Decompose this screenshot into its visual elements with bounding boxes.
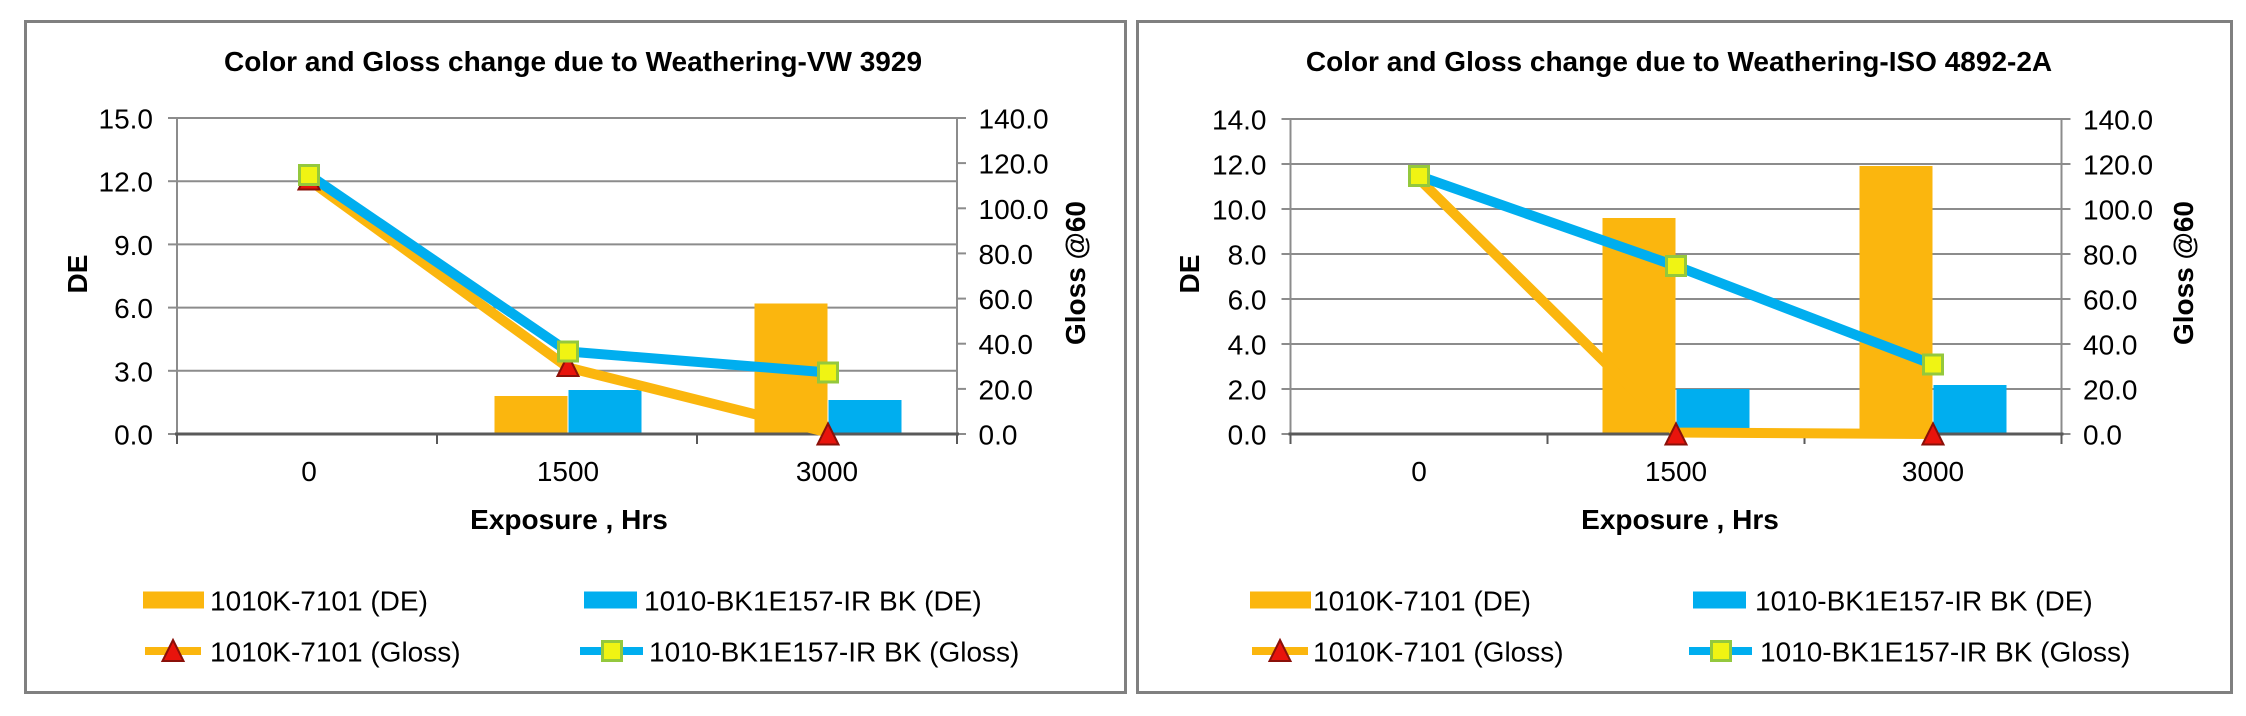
svg-text:80.0: 80.0	[979, 239, 1034, 270]
svg-text:60.0: 60.0	[2083, 285, 2138, 316]
svg-text:Color and Gloss change due to: Color and Gloss change due to Weathering…	[1306, 46, 2052, 77]
svg-text:3000: 3000	[1902, 456, 1964, 487]
svg-text:12.0: 12.0	[99, 167, 154, 198]
svg-text:1500: 1500	[537, 456, 599, 487]
svg-text:1010K-7101 (DE): 1010K-7101 (DE)	[1313, 586, 1531, 617]
svg-text:Gloss @60: Gloss @60	[1060, 201, 1091, 345]
svg-text:140.0: 140.0	[979, 104, 1049, 135]
svg-text:1010K-7101 (Gloss): 1010K-7101 (Gloss)	[210, 637, 461, 668]
svg-text:100.0: 100.0	[979, 194, 1049, 225]
svg-text:120.0: 120.0	[2083, 150, 2153, 181]
svg-text:1010K-7101 (Gloss): 1010K-7101 (Gloss)	[1313, 637, 1564, 668]
svg-text:Color and Gloss change due to: Color and Gloss change due to Weathering…	[224, 46, 922, 77]
svg-text:Exposure , Hrs: Exposure , Hrs	[1581, 504, 1779, 535]
svg-text:0.0: 0.0	[979, 420, 1018, 451]
svg-text:DE: DE	[62, 255, 93, 294]
svg-text:60.0: 60.0	[979, 284, 1034, 315]
svg-text:6.0: 6.0	[114, 293, 153, 324]
svg-text:1010-BK1E157-IR BK (DE): 1010-BK1E157-IR BK (DE)	[1755, 586, 2093, 617]
svg-text:0: 0	[301, 456, 317, 487]
svg-text:12.0: 12.0	[1212, 150, 1267, 181]
svg-text:15.0: 15.0	[99, 104, 154, 135]
svg-text:1010-BK1E157-IR BK (DE): 1010-BK1E157-IR BK (DE)	[644, 586, 982, 617]
svg-text:8.0: 8.0	[1228, 240, 1267, 271]
svg-text:80.0: 80.0	[2083, 240, 2138, 271]
svg-text:40.0: 40.0	[979, 329, 1034, 360]
svg-text:Gloss @60: Gloss @60	[2168, 201, 2199, 345]
svg-text:3.0: 3.0	[114, 356, 153, 387]
svg-text:140.0: 140.0	[2083, 105, 2153, 136]
svg-text:3000: 3000	[796, 456, 858, 487]
svg-text:9.0: 9.0	[114, 230, 153, 261]
svg-text:20.0: 20.0	[2083, 375, 2138, 406]
svg-text:10.0: 10.0	[1212, 195, 1267, 226]
svg-text:6.0: 6.0	[1228, 285, 1267, 316]
svg-text:1500: 1500	[1645, 456, 1707, 487]
svg-text:100.0: 100.0	[2083, 195, 2153, 226]
svg-text:0: 0	[1411, 456, 1427, 487]
svg-text:0.0: 0.0	[2083, 420, 2122, 451]
svg-text:2.0: 2.0	[1228, 375, 1267, 406]
svg-text:1010-BK1E157-IR BK (Gloss): 1010-BK1E157-IR BK (Gloss)	[649, 637, 1019, 668]
svg-text:1010-BK1E157-IR BK (Gloss): 1010-BK1E157-IR BK (Gloss)	[1760, 637, 2130, 668]
svg-text:1010K-7101 (DE): 1010K-7101 (DE)	[210, 586, 428, 617]
svg-text:4.0: 4.0	[1228, 330, 1267, 361]
svg-text:40.0: 40.0	[2083, 330, 2138, 361]
svg-text:DE: DE	[1174, 255, 1205, 294]
svg-text:Exposure , Hrs: Exposure , Hrs	[470, 504, 668, 535]
svg-text:0.0: 0.0	[1228, 420, 1267, 451]
svg-text:20.0: 20.0	[979, 374, 1034, 405]
svg-text:0.0: 0.0	[114, 420, 153, 451]
svg-text:120.0: 120.0	[979, 149, 1049, 180]
svg-text:14.0: 14.0	[1212, 105, 1267, 136]
